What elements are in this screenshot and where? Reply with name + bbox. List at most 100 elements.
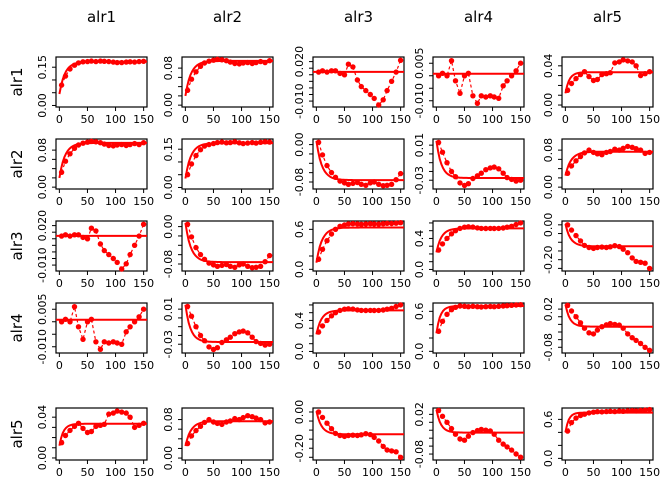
data-point	[219, 262, 225, 269]
data-point	[612, 321, 618, 328]
x-tick-label: 50	[206, 359, 220, 372]
data-point	[629, 335, 635, 341]
data-point	[184, 221, 191, 227]
data-point	[315, 409, 322, 415]
column-title-5: alr5	[592, 8, 623, 26]
y-tick-label: 0.00	[293, 400, 306, 425]
empirical-line	[567, 304, 650, 351]
plot-box	[55, 407, 148, 461]
data-point	[249, 265, 255, 271]
x-tick-label: 150	[390, 359, 411, 372]
subplot-alr2-alr2: 0 50 100 150 0.00 0.15	[162, 137, 280, 208]
subplot-alr3-alr1: 0 50 100 150 -0.010 0.020 alr3	[8, 210, 154, 290]
data-point	[491, 225, 497, 232]
data-point	[439, 241, 446, 247]
y-tick-label: 0.00	[542, 213, 555, 238]
data-point	[58, 169, 65, 175]
data-point	[119, 409, 125, 415]
x-tick-label: 50	[457, 466, 471, 479]
data-point	[599, 152, 605, 158]
data-point	[452, 304, 459, 310]
data-point	[131, 319, 138, 325]
data-point	[444, 311, 450, 317]
x-tick-label: 0	[56, 195, 63, 208]
data-point	[452, 174, 459, 180]
plot-box	[432, 407, 525, 461]
x-tick-label: 50	[206, 113, 220, 126]
data-point	[474, 173, 481, 179]
data-point	[266, 252, 273, 259]
data-point	[461, 73, 468, 79]
data-point	[119, 266, 125, 272]
data-point	[504, 78, 510, 84]
data-point	[448, 58, 455, 64]
data-point	[577, 153, 584, 160]
data-point	[439, 318, 446, 324]
data-point	[376, 438, 382, 444]
subplot-alr2-alr5: 0 50 100 150 0.00 0.08	[542, 138, 660, 208]
data-point	[214, 139, 221, 146]
x-tick-label: 150	[259, 466, 280, 479]
data-point	[470, 224, 476, 230]
data-point	[58, 319, 65, 325]
x-tick-label: 50	[457, 195, 471, 208]
y-tick-label: 0.6	[413, 303, 426, 321]
data-point	[478, 170, 484, 176]
subplot-alr3-alr3: 0 50 100 150 0.0 0.6	[293, 220, 411, 290]
x-tick-label: 100	[362, 359, 383, 372]
y-tick-label: 0.6	[293, 221, 306, 239]
data-point	[500, 303, 506, 309]
data-point	[193, 427, 199, 434]
y-tick-label: 0.005	[36, 294, 49, 326]
data-point	[625, 143, 631, 150]
data-point	[517, 60, 524, 66]
data-point	[384, 182, 390, 188]
data-point	[444, 160, 450, 166]
data-point	[197, 423, 204, 429]
y-tick-label: 0.005	[413, 48, 426, 80]
data-point	[97, 346, 104, 352]
data-point	[245, 413, 251, 419]
data-point	[607, 148, 613, 155]
data-point	[483, 94, 489, 100]
y-tick-label: 0.4	[413, 230, 426, 248]
data-point	[491, 304, 497, 310]
x-tick-label: 50	[206, 195, 220, 208]
data-point	[201, 143, 208, 149]
data-point	[214, 56, 221, 62]
x-tick-label: 0	[313, 195, 320, 208]
fit-line	[435, 409, 524, 434]
data-point	[508, 302, 515, 308]
data-point	[633, 337, 639, 344]
data-point	[491, 164, 497, 170]
data-point	[240, 60, 246, 66]
subplot-alr4-alr3: 0 50 100 150 0.0 0.4	[293, 302, 411, 372]
plot-box	[181, 138, 274, 190]
x-tick-label: 100	[482, 466, 503, 479]
subplot-alr1-alr2: 0 50 100 150 0.00 0.08	[162, 56, 280, 126]
data-point	[504, 444, 510, 450]
y-tick-label: 0.15	[36, 55, 49, 80]
row-title-4: alr4	[8, 313, 26, 342]
data-point	[223, 140, 230, 146]
empirical-line	[61, 224, 145, 270]
subplot-alr3-alr4: 0 50 100 150 0.0 0.4	[413, 220, 531, 290]
data-point	[127, 141, 133, 148]
data-point	[397, 302, 404, 308]
data-point	[119, 141, 125, 148]
data-point	[197, 147, 204, 153]
data-point	[245, 59, 251, 66]
x-tick-label: 0	[182, 195, 189, 208]
empirical-line	[438, 60, 522, 105]
data-point	[131, 140, 138, 147]
data-point	[457, 180, 463, 186]
data-point	[616, 322, 622, 328]
empirical-line	[438, 410, 521, 458]
data-point	[496, 166, 502, 172]
data-point	[257, 139, 264, 145]
data-point	[354, 77, 361, 83]
data-point	[470, 429, 476, 436]
x-tick-label: 100	[362, 113, 383, 126]
x-tick-label: 50	[80, 113, 94, 126]
data-point	[75, 324, 82, 330]
